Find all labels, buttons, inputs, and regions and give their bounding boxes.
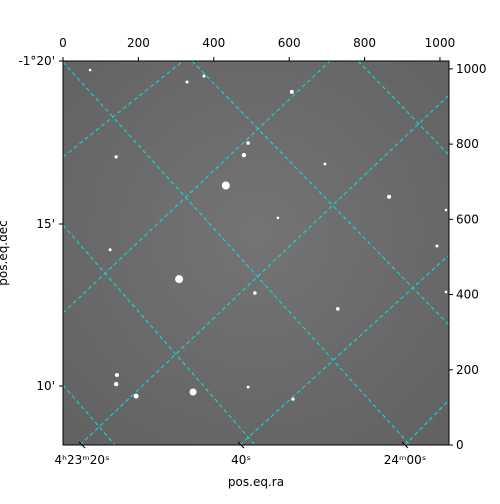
star (387, 194, 392, 199)
star (133, 393, 139, 399)
star (189, 388, 197, 396)
star (444, 290, 448, 294)
dec-tick-label: -1°20' (18, 54, 55, 68)
star (202, 74, 206, 78)
star (221, 181, 230, 190)
ra-tick-label: 24ᵐ00ˢ (384, 453, 427, 467)
ra-tick (401, 441, 409, 449)
x-tick-label: 0 (59, 36, 67, 50)
star (108, 248, 112, 252)
star (323, 162, 327, 166)
stars (88, 68, 448, 401)
star (276, 216, 280, 220)
star (246, 141, 250, 145)
star (114, 373, 119, 378)
ra-tick-label: 40ˢ (231, 453, 251, 467)
star (289, 89, 294, 94)
star (246, 385, 250, 389)
y-tick-label: 800 (456, 137, 479, 151)
x-tick-label: 800 (353, 36, 376, 50)
coordinate-grid (63, 61, 449, 445)
x-tick-label: 200 (127, 36, 150, 50)
y-tick-label: 1000 (456, 62, 487, 76)
dec-tick-label: 10' (36, 379, 55, 393)
x-tick-label: 1000 (425, 36, 456, 50)
star (444, 208, 448, 212)
star (435, 244, 439, 248)
dec-tick-label: 15' (36, 217, 55, 231)
ra-tick (78, 441, 86, 449)
y-tick-label: 200 (456, 363, 479, 377)
image (63, 61, 449, 445)
x-tick-label: 600 (278, 36, 301, 50)
star (185, 80, 189, 84)
ra-tick-label: 4ʰ23ᵐ20ˢ (55, 453, 110, 467)
star (335, 307, 340, 311)
y-tick-label: 600 (456, 212, 479, 226)
y-tick-label: 400 (456, 288, 479, 302)
star (88, 68, 92, 72)
ra-tick (237, 441, 245, 449)
star (241, 152, 247, 158)
x-tick-label: 400 (202, 36, 225, 50)
axes-frame (62, 60, 450, 446)
y-tick-label: 0 (456, 438, 464, 452)
x-axis-label: pos.eq.ra (228, 475, 284, 489)
y-axis-label: pos.eq.dec (0, 220, 10, 285)
star (113, 381, 119, 387)
star (114, 155, 118, 159)
star (253, 291, 257, 295)
star (291, 397, 295, 401)
star (175, 275, 184, 284)
